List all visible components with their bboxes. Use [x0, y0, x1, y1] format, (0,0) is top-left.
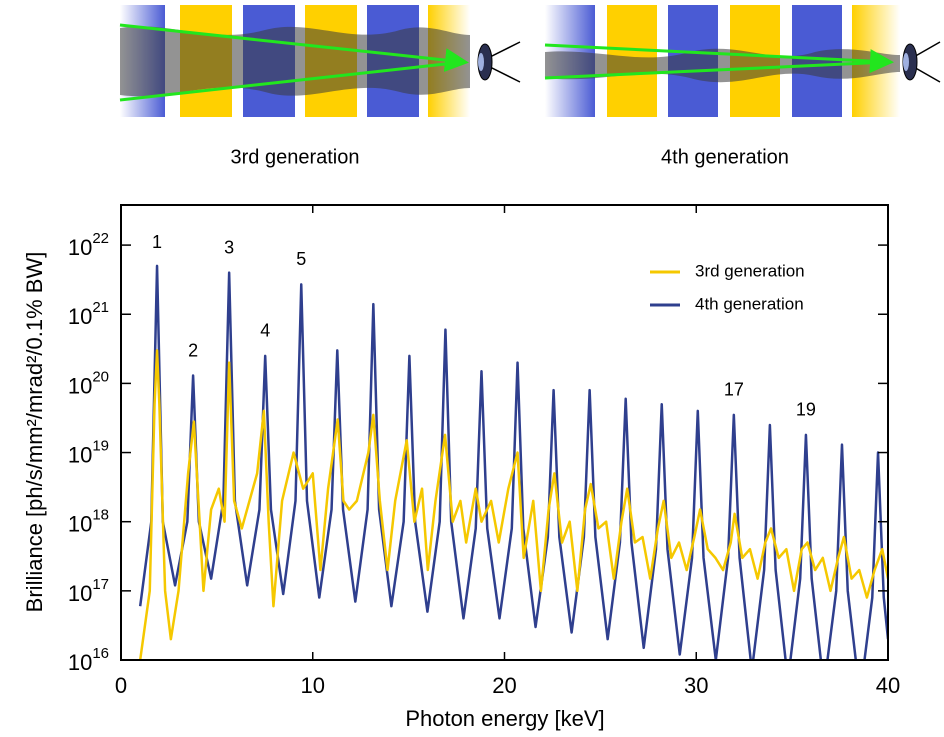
x-axis-title: Photon energy [keV] — [405, 706, 604, 731]
x-tick-label: 0 — [115, 673, 127, 698]
diagram-4th — [544, 5, 941, 117]
y-tick-label: 1022 — [68, 230, 109, 260]
y-tick-label: 1018 — [68, 507, 109, 537]
series-line — [138, 264, 888, 660]
peak-label: 17 — [724, 380, 744, 400]
legend-label: 3rd generation — [695, 261, 805, 280]
series-line — [138, 349, 888, 660]
x-tick-label: 40 — [876, 673, 900, 698]
y-tick-label: 1019 — [68, 438, 109, 468]
y-tick-label: 1021 — [68, 299, 109, 329]
diagram-3rd — [119, 5, 521, 117]
peak-label: 4 — [260, 321, 270, 341]
y-tick-label: 1017 — [68, 576, 109, 606]
plot-area — [138, 264, 888, 660]
legend-label: 4th generation — [695, 294, 804, 313]
x-tick-label: 20 — [492, 673, 516, 698]
y-tick-label: 1020 — [68, 368, 109, 398]
diagram-label: 4th generation — [661, 146, 789, 168]
peak-label: 3 — [224, 237, 234, 257]
peak-label: 19 — [796, 400, 816, 420]
y-axis-title: Brilliance [ph/s/mm²/mrad²/0.1% BW] — [22, 252, 47, 613]
peak-label: 2 — [188, 340, 198, 360]
x-tick-label: 10 — [301, 673, 325, 698]
peak-label: 1 — [152, 232, 162, 252]
x-tick-label: 30 — [684, 673, 708, 698]
y-tick-label: 1016 — [68, 645, 109, 675]
diagram-label: 3rd generation — [231, 146, 360, 168]
peak-label: 5 — [296, 249, 306, 269]
